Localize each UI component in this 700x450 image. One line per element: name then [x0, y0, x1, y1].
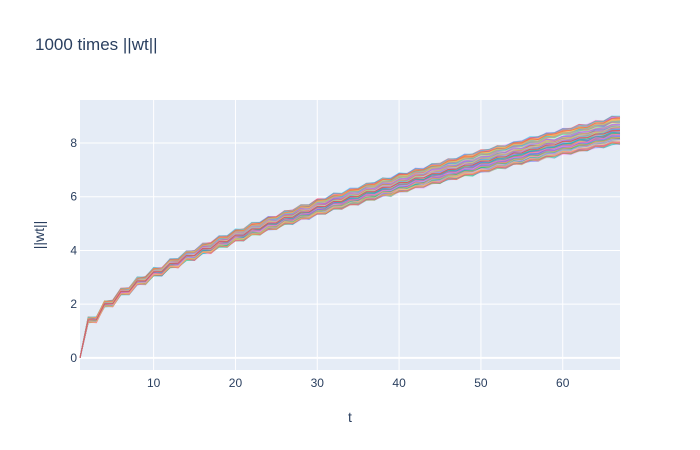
y-axis-ticks: 0 2 4 6 8 — [70, 136, 77, 365]
chart-title: 1000 times ||wt|| — [35, 35, 158, 54]
x-tick-label: 50 — [474, 376, 488, 390]
series-lines — [79, 115, 621, 359]
x-tick-label: 30 — [311, 376, 325, 390]
series-line — [79, 120, 621, 359]
y-tick-label: 2 — [70, 297, 77, 311]
y-tick-label: 4 — [70, 243, 77, 257]
series-line — [79, 133, 621, 359]
x-tick-label: 40 — [392, 376, 406, 390]
x-tick-label: 20 — [229, 376, 243, 390]
series-line — [79, 141, 621, 359]
x-tick-label: 60 — [556, 376, 570, 390]
x-tick-label: 10 — [147, 376, 161, 390]
series-line — [79, 129, 621, 359]
x-axis-ticks: 10 20 30 40 50 60 — [147, 376, 570, 390]
y-tick-label: 6 — [70, 190, 77, 204]
y-tick-label: 8 — [70, 136, 77, 150]
y-tick-label: 0 — [70, 351, 77, 365]
series-line — [79, 118, 621, 359]
y-axis-title: ||wt|| — [31, 221, 47, 250]
series-line — [79, 115, 621, 359]
x-axis-title: t — [348, 409, 352, 425]
